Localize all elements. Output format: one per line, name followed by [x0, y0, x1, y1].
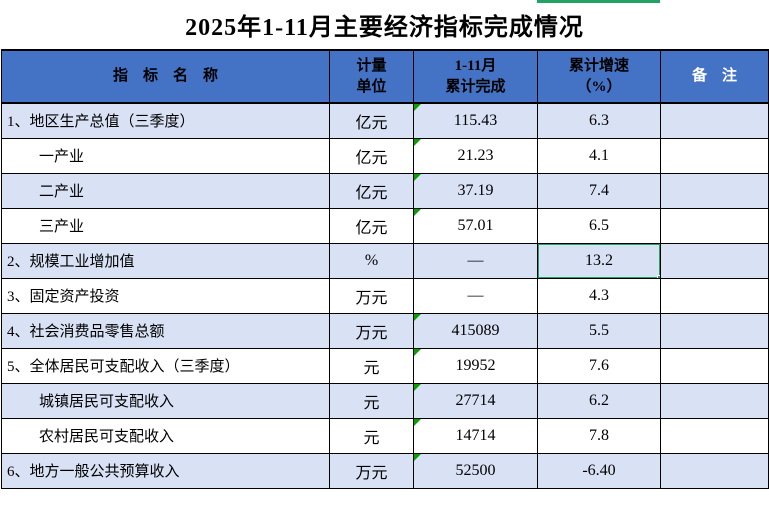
- growth-cell[interactable]: 7.8: [537, 417, 661, 454]
- value-cell[interactable]: 52500: [413, 452, 538, 489]
- table-row: 三产业 亿元 57.01 6.5: [1, 207, 769, 244]
- growth-cell[interactable]: 6.5: [537, 207, 661, 244]
- column-header-label: 计量: [356, 57, 387, 74]
- note-cell[interactable]: [660, 452, 769, 489]
- growth-cell[interactable]: 6.2: [537, 382, 661, 419]
- text-format-indicator-icon: [414, 314, 421, 321]
- growth-cell[interactable]: 4.3: [537, 277, 661, 314]
- indicator-name-cell[interactable]: 三产业: [1, 207, 330, 244]
- text-format-indicator-icon: [414, 454, 421, 461]
- value-cell[interactable]: 57.01: [413, 207, 538, 244]
- unit-cell[interactable]: 元: [329, 347, 414, 384]
- sheet-title: 2025年1-11月主要经济指标完成情况: [185, 15, 584, 41]
- note-cell[interactable]: [660, 207, 769, 244]
- table-row: 1、地区生产总值（三季度） 亿元 115.43 6.3: [1, 102, 769, 139]
- value-cell[interactable]: 37.19: [413, 172, 538, 209]
- growth-cell[interactable]: 7.6: [537, 347, 661, 384]
- value-cell[interactable]: 14714: [413, 417, 538, 454]
- growth-cell[interactable]: 7.4: [537, 172, 661, 209]
- fill-handle[interactable]: [657, 274, 660, 277]
- value-cell[interactable]: —: [413, 277, 538, 314]
- column-header-label: （%）: [576, 78, 622, 95]
- growth-cell[interactable]: 13.2: [537, 242, 661, 279]
- indicator-name-cell[interactable]: 二产业: [1, 172, 330, 209]
- note-cell[interactable]: [660, 102, 769, 139]
- value-cell[interactable]: 27714: [413, 382, 538, 419]
- unit-cell[interactable]: 万元: [329, 312, 414, 349]
- indicator-name-cell[interactable]: 农村居民可支配收入: [1, 417, 330, 454]
- indicator-name-cell[interactable]: 5、全体居民可支配收入（三季度）: [1, 347, 330, 384]
- value-cell[interactable]: —: [413, 242, 538, 279]
- note-cell[interactable]: [660, 382, 769, 419]
- column-header-label: 单位: [356, 78, 387, 95]
- indicator-name-cell[interactable]: 1、地区生产总值（三季度）: [1, 102, 330, 139]
- column-header-label: 累计完成: [445, 78, 506, 95]
- value-cell[interactable]: 415089: [413, 312, 538, 349]
- indicator-name-cell[interactable]: 城镇居民可支配收入: [1, 382, 330, 419]
- unit-cell[interactable]: 亿元: [329, 172, 414, 209]
- growth-cell[interactable]: 4.1: [537, 137, 661, 174]
- note-cell[interactable]: [660, 242, 769, 279]
- table-row: 3、固定资产投资 万元 —4.3: [1, 277, 769, 314]
- note-cell[interactable]: [660, 417, 769, 454]
- indicator-name-cell[interactable]: 2、规模工业增加值: [1, 242, 330, 279]
- value-cell[interactable]: 21.23: [413, 137, 538, 174]
- column-header[interactable]: 计量 单位: [329, 49, 414, 104]
- indicator-name-cell[interactable]: 4、社会消费品零售总额: [1, 312, 330, 349]
- column-selection-indicator: [537, 0, 660, 3]
- text-format-indicator-icon: [414, 174, 421, 181]
- unit-cell[interactable]: %: [329, 242, 414, 279]
- note-cell[interactable]: [660, 277, 769, 314]
- note-cell[interactable]: [660, 312, 769, 349]
- table-row: 5、全体居民可支配收入（三季度）元 19952 7.6: [1, 347, 769, 384]
- growth-cell[interactable]: -6.40: [537, 452, 661, 489]
- table-row: 二产业 亿元 37.19 7.4: [1, 172, 769, 209]
- indicators-table: 指 标 名 称计量 单位 1-11月 累计完成 累计增速 （%）备 注 1、地区生产总值（…: [1, 49, 769, 489]
- indicator-name-cell[interactable]: 3、固定资产投资: [1, 277, 330, 314]
- unit-cell[interactable]: 亿元: [329, 137, 414, 174]
- text-format-indicator-icon: [414, 209, 421, 216]
- text-format-indicator-icon: [414, 349, 421, 356]
- table-body: 1、地区生产总值（三季度） 亿元 115.43 6.3 一产业 亿元 21.23 4.1 二产业…: [1, 102, 769, 489]
- text-format-indicator-icon: [414, 384, 421, 391]
- column-header-label: 指 标 名 称: [112, 68, 218, 84]
- unit-cell[interactable]: 亿元: [329, 102, 414, 139]
- table-row: 城镇居民可支配收入元 27714 6.2: [1, 382, 769, 419]
- indicator-name-cell[interactable]: 6、地方一般公共预算收入: [1, 452, 330, 489]
- text-format-indicator-icon: [414, 104, 421, 111]
- unit-cell[interactable]: 亿元: [329, 207, 414, 244]
- column-header[interactable]: 1-11月累计完成: [413, 49, 538, 104]
- growth-cell[interactable]: 5.5: [537, 312, 661, 349]
- table-row: 4、社会消费品零售总额 万元 415089 5.5: [1, 312, 769, 349]
- column-header[interactable]: 备 注: [660, 49, 769, 104]
- unit-cell[interactable]: 万元: [329, 277, 414, 314]
- growth-cell[interactable]: 6.3: [537, 102, 661, 139]
- note-cell[interactable]: [660, 172, 769, 209]
- table-row: 农村居民可支配收入元 14714 7.8: [1, 417, 769, 454]
- table-row: 一产业 亿元 21.23 4.1: [1, 137, 769, 174]
- table-row: 2、规模工业增加值% —13.2: [1, 242, 769, 279]
- unit-cell[interactable]: 万元: [329, 452, 414, 489]
- text-format-indicator-icon: [414, 419, 421, 426]
- indicator-name-cell[interactable]: 一产业: [1, 137, 330, 174]
- note-cell[interactable]: [660, 347, 769, 384]
- column-header[interactable]: 指 标 名 称: [1, 49, 330, 104]
- unit-cell[interactable]: 元: [329, 382, 414, 419]
- text-format-indicator-icon: [414, 139, 421, 146]
- table-row: 6、地方一般公共预算收入 万元 52500 -6.40: [1, 452, 769, 489]
- column-header-label: 备 注: [691, 68, 737, 84]
- column-header-label: 1-11月: [454, 57, 497, 74]
- note-cell[interactable]: [660, 137, 769, 174]
- column-header-label: 累计增速: [568, 57, 629, 74]
- header-row: 指 标 名 称计量 单位 1-11月 累计完成 累计增速 （%）备 注: [1, 49, 769, 104]
- active-cell-selection-border: [538, 244, 660, 277]
- column-header[interactable]: 累计增速 （%）: [537, 49, 661, 104]
- unit-cell[interactable]: 元: [329, 417, 414, 454]
- value-cell[interactable]: 115.43: [413, 102, 538, 139]
- value-cell[interactable]: 19952: [413, 347, 538, 384]
